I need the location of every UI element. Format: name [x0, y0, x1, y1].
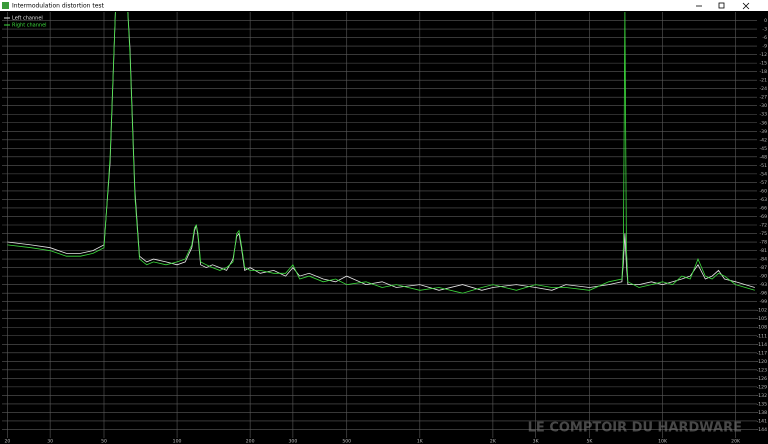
y-tick-label: -117	[757, 350, 768, 356]
y-tick-label: -75	[759, 231, 767, 237]
y-tick-label: -78	[759, 240, 767, 246]
y-tick-label: -108	[757, 325, 768, 331]
x-tick-label: 200	[246, 439, 255, 444]
y-tick-label: -21	[759, 78, 767, 84]
x-tick-label: 20	[4, 439, 10, 444]
y-tick-label: -105	[757, 316, 768, 322]
y-tick-label: -102	[757, 308, 768, 314]
title-bar	[0, 0, 768, 11]
y-tick-label: -129	[757, 384, 768, 390]
y-tick-label: -81	[759, 248, 767, 254]
x-tick-label: 3K	[533, 439, 540, 444]
y-tick-label: -36	[759, 120, 767, 126]
y-tick-label: -99	[759, 299, 767, 305]
x-tick-label: 2K	[490, 439, 497, 444]
y-tick-label: -132	[757, 393, 768, 399]
y-tick-label: -33	[759, 112, 767, 118]
x-tick-label: 100	[173, 439, 182, 444]
y-tick-label: -30	[759, 103, 767, 109]
x-tick-label: 1K	[417, 439, 424, 444]
y-tick-label: -3	[762, 27, 767, 33]
y-tick-label: -144	[757, 427, 768, 433]
y-tick-label: -84	[759, 257, 767, 263]
y-tick-label: -96	[759, 291, 767, 297]
y-tick-label: -126	[757, 376, 768, 382]
y-tick-label: -45	[759, 146, 767, 152]
x-tick-label: 20K	[731, 439, 741, 444]
y-tick-label: -6	[762, 35, 767, 41]
x-tick-label: 50	[101, 439, 107, 444]
y-tick-label: -15	[759, 61, 767, 67]
close-button[interactable]	[742, 2, 750, 10]
window-title: Intermodulation distortion test	[12, 3, 105, 10]
y-tick-label: -138	[757, 410, 768, 416]
y-tick-label: -114	[757, 342, 768, 348]
y-tick-label: -93	[759, 282, 767, 288]
y-tick-label: -135	[757, 401, 768, 407]
y-tick-label: -9	[762, 44, 767, 50]
y-tick-label: -72	[759, 223, 767, 229]
y-tick-label: -54	[759, 171, 767, 177]
y-tick-label: -69	[759, 214, 767, 220]
y-tick-label: -141	[757, 418, 768, 424]
y-tick-label: -39	[759, 129, 767, 135]
y-tick-label: -24	[759, 86, 767, 92]
series-line	[7, 12, 755, 294]
y-tick-label: -18	[759, 69, 767, 75]
x-tick-label: 10K	[658, 439, 668, 444]
y-tick-label: -42	[759, 137, 767, 143]
y-tick-label: -90	[759, 274, 767, 280]
watermark: LE COMPTOIR DU HARDWARE	[528, 421, 742, 436]
x-tick-label: 30	[47, 439, 53, 444]
y-tick-label: -87	[759, 265, 767, 271]
y-tick-label: -51	[759, 163, 767, 169]
y-tick-label: -12	[759, 52, 767, 58]
y-tick-label: 0	[764, 18, 767, 24]
y-tick-label: -63	[759, 197, 767, 203]
y-tick-label: -57	[759, 180, 767, 186]
y-tick-label: -111	[757, 333, 768, 339]
y-tick-label: -60	[759, 188, 767, 194]
legend-label: Left channel	[12, 16, 43, 22]
x-tick-label: 300	[288, 439, 297, 444]
y-tick-label: -48	[759, 154, 767, 160]
y-tick-label: -120	[757, 359, 768, 365]
maximize-button[interactable]	[718, 2, 725, 9]
y-tick-label: -123	[757, 367, 768, 373]
app-icon	[2, 2, 9, 9]
y-tick-label: -66	[759, 205, 767, 211]
y-tick-label: -27	[759, 95, 767, 101]
legend-label: Right channel	[12, 23, 47, 29]
x-tick-label: 5K	[586, 439, 593, 444]
x-tick-label: 500	[342, 439, 351, 444]
